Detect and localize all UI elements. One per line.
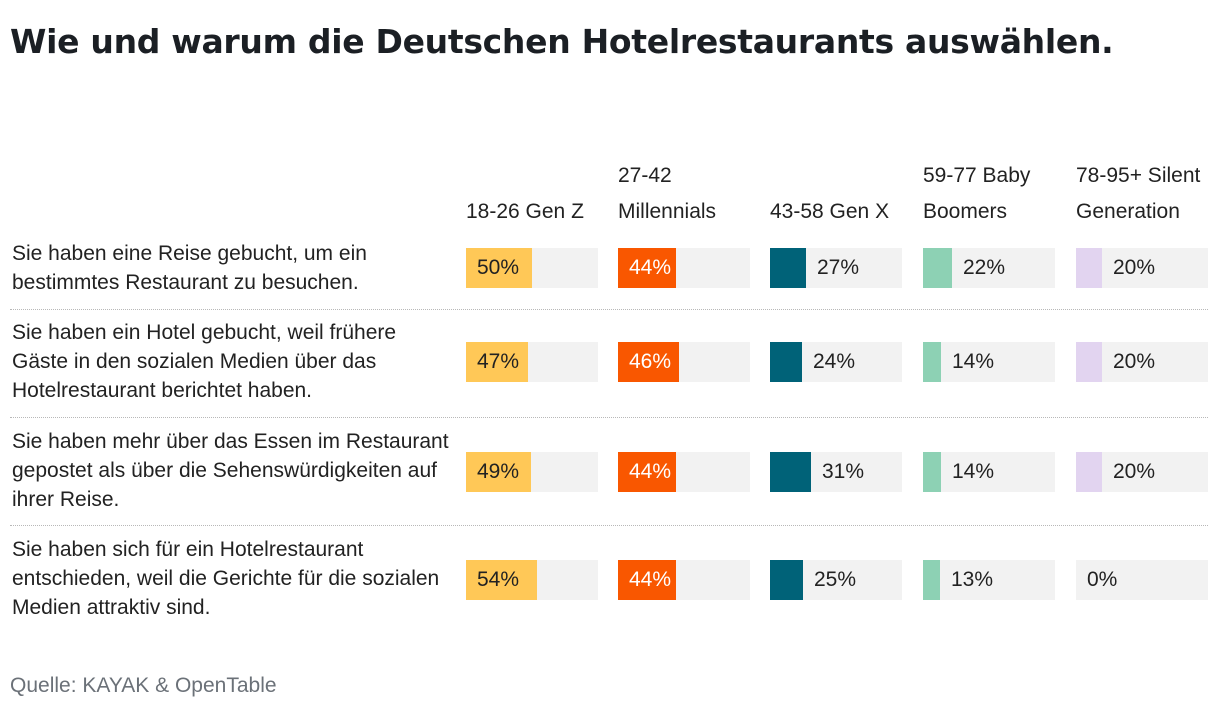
bar: [618, 342, 679, 382]
chart-title: Wie und warum die Deutschen Hotelrestaur…: [10, 22, 1114, 61]
column-header: 27-42 Millennials: [618, 164, 717, 223]
bar-track: 20%: [1076, 452, 1208, 492]
bar: [770, 452, 811, 492]
data-label: 44%: [629, 256, 672, 279]
data-label: 24%: [813, 350, 856, 373]
bar-track: 27%: [770, 248, 902, 288]
bar-track: 14%: [923, 452, 1055, 492]
bar: [618, 452, 676, 492]
data-label: 0%: [1087, 568, 1118, 591]
bar: [466, 452, 531, 492]
bar: [1076, 342, 1102, 382]
bar: [466, 560, 537, 600]
data-label: 22%: [963, 256, 1006, 279]
data-label: 54%: [477, 568, 520, 591]
data-label: 20%: [1113, 460, 1156, 483]
bar: [923, 248, 952, 288]
bar-track: 13%: [923, 560, 1055, 600]
data-label: 44%: [629, 460, 672, 483]
bar: [923, 560, 940, 600]
bar-track: 31%: [770, 452, 902, 492]
bar-track: 22%: [923, 248, 1055, 288]
bar: [923, 452, 941, 492]
bar-track: 25%: [770, 560, 902, 600]
data-label: 50%: [477, 256, 520, 279]
bar: [770, 342, 802, 382]
data-label: 44%: [629, 568, 672, 591]
column-header: 78-95+ Silent Generation: [1076, 164, 1201, 223]
data-label: 20%: [1113, 256, 1156, 279]
bar-track: 54%: [466, 560, 598, 600]
bar-track: 44%: [618, 452, 750, 492]
bar: [923, 342, 941, 382]
bar: [618, 560, 676, 600]
data-label: 27%: [817, 256, 860, 279]
column-header: 59-77 Baby Boomers: [923, 164, 1031, 223]
data-label: 20%: [1113, 350, 1156, 373]
bar-track: 0%: [1076, 560, 1208, 600]
data-label: 49%: [477, 460, 520, 483]
row-divider: [10, 309, 1208, 310]
bar-track: 50%: [466, 248, 598, 288]
bar: [1076, 248, 1102, 288]
bar: [770, 248, 806, 288]
bar-track: 47%: [466, 342, 598, 382]
bar-track: 49%: [466, 452, 598, 492]
bar: [618, 248, 676, 288]
row-label: Sie haben ein Hotel gebucht, weil früher…: [12, 321, 397, 402]
bar-track: 44%: [618, 248, 750, 288]
row-label: Sie haben eine Reise gebucht, um ein bes…: [12, 242, 367, 294]
row-label: Sie haben mehr über das Essen im Restaur…: [12, 430, 449, 511]
row-divider: [10, 417, 1208, 418]
bar: [1076, 452, 1102, 492]
column-header: 43-58 Gen X: [770, 200, 890, 223]
data-label: 31%: [822, 460, 865, 483]
data-label: 25%: [814, 568, 857, 591]
data-label: 47%: [477, 350, 520, 373]
data-label: 13%: [951, 568, 994, 591]
data-label: 14%: [952, 460, 995, 483]
source-note: Quelle: KAYAK & OpenTable: [10, 674, 277, 697]
bar-track: 20%: [1076, 342, 1208, 382]
bar: [466, 248, 532, 288]
bar: [770, 560, 803, 600]
data-label: 14%: [952, 350, 995, 373]
bar: [466, 342, 528, 382]
bar-track: 20%: [1076, 248, 1208, 288]
bar-track: 14%: [923, 342, 1055, 382]
column-header: 18-26 Gen Z: [466, 200, 584, 223]
bar-track: 46%: [618, 342, 750, 382]
bar-track: 24%: [770, 342, 902, 382]
data-label: 46%: [629, 350, 672, 373]
row-divider: [10, 525, 1208, 526]
bar-track: 44%: [618, 560, 750, 600]
row-label: Sie haben sich für ein Hotelrestaurant e…: [12, 538, 440, 619]
